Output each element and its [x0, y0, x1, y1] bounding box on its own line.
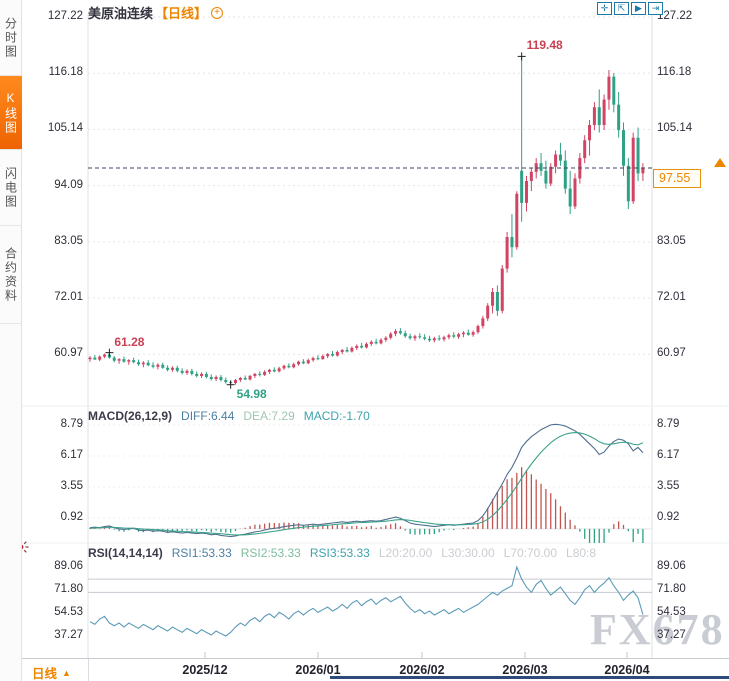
period-selector[interactable]: 日线 ▲: [32, 663, 71, 681]
pan-right-icon[interactable]: ⇥: [648, 2, 663, 15]
chart-header: 美原油连续 【日线】 +: [88, 3, 224, 22]
rsi1-value: RSI1:53.33: [171, 546, 232, 560]
macd-panel-header: MACD(26,12,9) DIFF:6.44 DEA:7.29 MACD:-1…: [88, 409, 370, 423]
sidebar-item-time-chart[interactable]: 分时图: [0, 0, 22, 76]
period-selector-label: 日线: [32, 667, 58, 681]
sidebar-item-kline-chart[interactable]: K线图: [0, 76, 22, 150]
x-axis-label: 2025/12: [182, 663, 228, 677]
rsi-name-label: RSI(14,14,14): [88, 546, 163, 560]
x-axis-label: 2026/03: [502, 663, 548, 677]
rsi-l30-label: L30:30.00: [441, 546, 495, 560]
play-range-icon[interactable]: ▶: [631, 2, 646, 15]
macd-dea-value: DEA:7.29: [243, 409, 295, 423]
period-tag[interactable]: 【日线】: [155, 6, 208, 21]
rsi-l80-label: L80:8: [566, 546, 597, 560]
add-indicator-icon[interactable]: +: [211, 6, 224, 19]
x-axis-label: 2026/01: [295, 663, 341, 677]
chart-type-sidebar: 分时图 K线图 闪电图 合约资料: [0, 0, 22, 681]
fx678-watermark: FX678: [590, 605, 725, 654]
symbol-title: 美原油连续: [88, 6, 154, 21]
sidebar-item-contract-info[interactable]: 合约资料: [0, 226, 22, 324]
rsi-panel-header: RSI(14,14,14) RSI1:53.33 RSI2:53.33 RSI3…: [88, 546, 596, 560]
x-axis-label: 2026/02: [399, 663, 445, 677]
chart-toolbar: ✛ ⇱ ▶ ⇥: [597, 2, 663, 15]
price-annotation-high2: 61.28: [114, 334, 145, 349]
rsi-l20-label: L20:20.00: [378, 546, 433, 560]
macd-name-label: MACD(26,12,9): [88, 409, 173, 423]
x-axis-bar: 日线 ▲ 2025/12 2026/01 2026/02 2026/03 2026/04: [22, 658, 729, 681]
rsi2-value: RSI2:53.33: [240, 546, 301, 560]
price-annotation-low: 54.98: [236, 386, 267, 401]
rsi-l70-label: L70:70.00: [503, 546, 558, 560]
current-price-badge: 97.55: [653, 169, 701, 188]
macd-diff-value: DIFF:6.44: [181, 409, 235, 423]
bottom-bar-divider: [88, 659, 89, 681]
crosshair-icon[interactable]: ✛: [597, 2, 612, 15]
h-scrollbar[interactable]: [330, 676, 729, 679]
rsi3-value: RSI3:53.33: [309, 546, 370, 560]
dropdown-arrow-icon: ▲: [62, 667, 71, 678]
macd-hist-value: MACD:-1.70: [303, 409, 370, 423]
x-axis-label: 2026/04: [604, 663, 650, 677]
sidebar-item-flash-chart[interactable]: 闪电图: [0, 150, 22, 226]
fit-range-icon[interactable]: ⇱: [614, 2, 629, 15]
price-annotation-high: 119.48: [526, 38, 563, 53]
latest-price-arrow-icon[interactable]: [714, 158, 726, 167]
